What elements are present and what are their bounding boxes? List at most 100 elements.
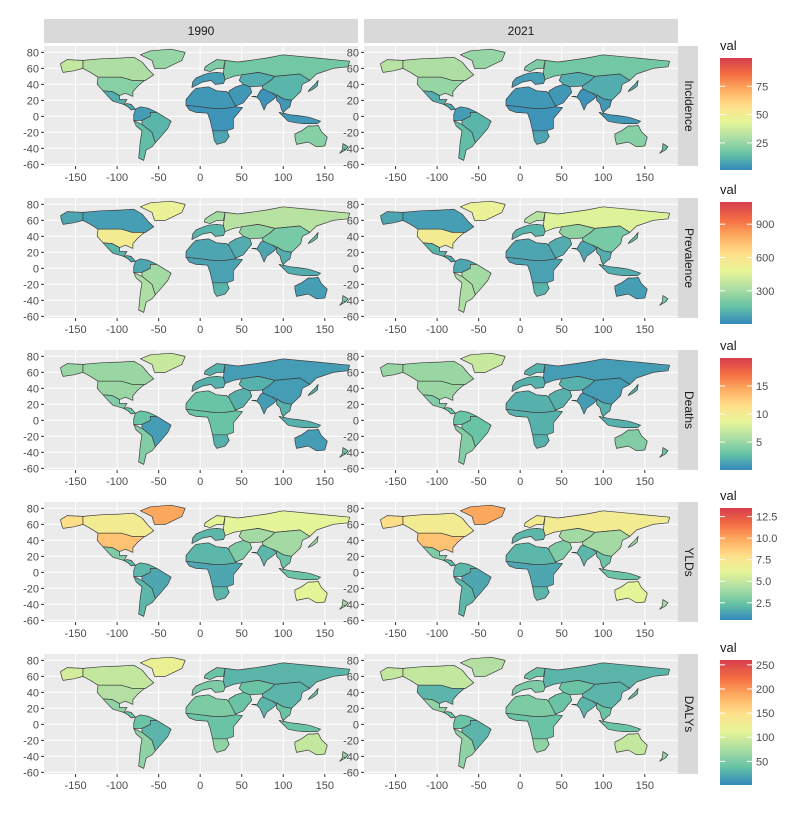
- region-se_asia: [596, 246, 612, 268]
- region-se_asia: [596, 702, 612, 724]
- y-tick-label: 40: [27, 383, 39, 395]
- legend-tick-label: 25: [756, 138, 768, 150]
- y-tick-label: 60: [347, 519, 359, 531]
- region-south_africa: [532, 738, 550, 753]
- y-tick-label: 40: [347, 231, 359, 243]
- region-mexico: [102, 698, 128, 713]
- x-tick-label: 0: [517, 476, 523, 488]
- legend-title: val: [720, 488, 737, 503]
- x-tick-label: -150: [65, 324, 87, 336]
- region-canada: [402, 512, 475, 537]
- y-tick-label: 20: [27, 95, 39, 107]
- region-south_america_s: [133, 576, 156, 617]
- y-tick-label: 20: [27, 703, 39, 715]
- x-tick-label: 150: [316, 780, 334, 792]
- x-tick-label: -100: [106, 476, 128, 488]
- region-south_america_s: [133, 728, 156, 769]
- x-tick-label: -150: [65, 172, 87, 184]
- region-indonesia: [598, 720, 641, 732]
- y-tick-label: 0: [33, 111, 39, 123]
- x-tick-label: 50: [236, 628, 248, 640]
- y-tick-label: 80: [347, 655, 359, 667]
- x-tick-label: 0: [197, 628, 203, 640]
- x-tick-label: 150: [636, 780, 654, 792]
- y-tick-label: 40: [27, 687, 39, 699]
- y-tick-label: -40: [23, 599, 39, 611]
- row-label: Deaths: [682, 391, 696, 429]
- x-tick-label: 0: [517, 780, 523, 792]
- x-tick-label: 150: [316, 172, 334, 184]
- map-panel-prevalence-1990: 80 60 40 20 0 -20 -40 -60 -150 -100 -50 0 50 100 150: [23, 198, 358, 336]
- column-label: 2021: [508, 24, 535, 38]
- region-south_africa: [532, 586, 550, 601]
- x-tick-label: -150: [65, 476, 87, 488]
- region-africa_sub: [505, 256, 563, 284]
- x-tick-label: 50: [556, 324, 568, 336]
- region-south_africa: [532, 282, 550, 297]
- y-tick-label: 80: [27, 47, 39, 59]
- legend-title: val: [720, 38, 737, 53]
- y-tick-label: -60: [23, 311, 39, 323]
- region-canada: [82, 664, 155, 689]
- region-africa_sub: [185, 256, 243, 284]
- y-tick-label: 0: [353, 567, 359, 579]
- region-mexico: [422, 698, 448, 713]
- region-greenland: [140, 48, 186, 69]
- region-south_america_s: [133, 120, 156, 161]
- region-new_zealand: [339, 295, 349, 306]
- x-tick-label: -150: [65, 628, 87, 640]
- region-se_asia: [596, 398, 612, 420]
- x-tick-label: -50: [471, 780, 487, 792]
- region-india: [571, 88, 597, 111]
- region-south_africa: [532, 130, 550, 145]
- y-tick-label: 60: [27, 671, 39, 683]
- legend-tick-label: 7.5: [756, 555, 771, 567]
- region-indonesia: [598, 568, 641, 580]
- region-south_america_s: [453, 120, 476, 161]
- legend-colorbar: [720, 58, 752, 170]
- y-tick-label: 80: [27, 503, 39, 515]
- region-australia: [294, 580, 328, 604]
- region-south_africa: [212, 130, 230, 145]
- region-south_america_s: [453, 272, 476, 313]
- region-canada: [402, 360, 475, 385]
- region-south_america_s: [453, 424, 476, 465]
- legend-tick-label: 600: [756, 253, 774, 265]
- x-tick-label: 150: [636, 172, 654, 184]
- x-tick-label: 0: [197, 780, 203, 792]
- region-australia: [614, 276, 648, 300]
- x-tick-label: -100: [426, 628, 448, 640]
- region-japan: [627, 80, 639, 92]
- x-tick-label: -50: [471, 172, 487, 184]
- y-tick-label: 20: [347, 399, 359, 411]
- y-tick-label: 80: [347, 199, 359, 211]
- x-tick-label: 50: [236, 324, 248, 336]
- row-label: DALYs: [682, 696, 696, 732]
- region-australia: [294, 428, 328, 452]
- region-mexico: [422, 90, 448, 105]
- x-tick-label: -100: [426, 172, 448, 184]
- x-tick-label: 100: [594, 476, 612, 488]
- region-australia: [614, 732, 648, 756]
- x-tick-label: -50: [151, 628, 167, 640]
- y-tick-label: -20: [343, 127, 359, 139]
- region-new_zealand: [339, 143, 349, 154]
- region-japan: [307, 384, 319, 396]
- y-tick-label: -60: [23, 767, 39, 779]
- legend-prevalence: val 300 600 900: [720, 182, 774, 324]
- y-tick-label: 40: [347, 535, 359, 547]
- x-tick-label: -150: [385, 324, 407, 336]
- legend-colorbar: [720, 660, 752, 785]
- region-japan: [307, 232, 319, 244]
- column-strip-1990: 1990: [44, 19, 358, 43]
- region-se_asia: [276, 246, 292, 268]
- map-panel-deaths-1990: 80 60 40 20 0 -20 -40 -60 -150 -100 -50 0 50 100 150: [23, 350, 358, 488]
- region-japan: [307, 536, 319, 548]
- y-tick-label: 0: [353, 415, 359, 427]
- x-tick-label: -50: [471, 476, 487, 488]
- legend-tick-label: 150: [756, 708, 774, 720]
- legend-tick-label: 5: [756, 437, 762, 449]
- legend-tick-label: 250: [756, 660, 774, 672]
- y-tick-label: -40: [343, 599, 359, 611]
- region-africa_sub: [185, 408, 243, 436]
